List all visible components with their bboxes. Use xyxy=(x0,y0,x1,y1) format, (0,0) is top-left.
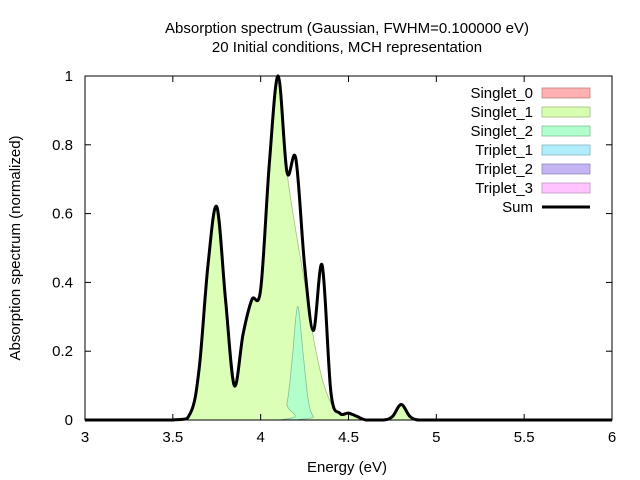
y-tick-label: 0.8 xyxy=(52,137,73,154)
chart-subtitle: 20 Initial conditions, MCH representatio… xyxy=(212,39,482,56)
y-tick-label: 0.2 xyxy=(52,343,73,360)
x-tick-label: 6 xyxy=(608,429,616,446)
legend-entry-sum: Sum xyxy=(502,199,590,216)
legend-swatch xyxy=(541,125,591,137)
y-axis-label: Absorption spectrum (normalized) xyxy=(7,135,24,360)
legend-entry-singlet-1: Singlet_1 xyxy=(470,104,591,121)
legend-entry-triplet-3: Triplet_3 xyxy=(475,180,591,197)
y-tick-label: 0.6 xyxy=(52,206,73,223)
legend: Singlet_0 Singlet_1 Singlet_2 Triplet_1 Trip… xyxy=(470,85,591,216)
legend-entry-triplet-1: Triplet_1 xyxy=(475,142,591,159)
legend-swatch xyxy=(541,163,591,175)
x-tick-label: 4.5 xyxy=(338,429,359,446)
legend-swatch xyxy=(541,87,591,99)
legend-label: Singlet_1 xyxy=(470,104,533,121)
x-tick-label: 3 xyxy=(81,429,89,446)
legend-entry-triplet-2: Triplet_2 xyxy=(475,161,591,178)
legend-label: Sum xyxy=(502,199,533,216)
series-line-sum xyxy=(84,74,612,422)
chart-title: Absorption spectrum (Gaussian, FWHM=0.10… xyxy=(165,20,529,37)
legend-swatch xyxy=(541,106,591,118)
y-tick-label: 0 xyxy=(65,412,73,429)
x-axis-label: Energy (eV) xyxy=(307,459,387,476)
x-tick-label: 5 xyxy=(432,429,440,446)
legend-entry-singlet-0: Singlet_0 xyxy=(470,85,591,102)
x-tick-label: 3.5 xyxy=(162,429,183,446)
y-tick-label: 1 xyxy=(65,68,73,85)
y-tick-label: 0.4 xyxy=(52,274,73,291)
legend-swatch xyxy=(541,182,591,194)
legend-label: Triplet_3 xyxy=(475,180,533,197)
series-area-singlet-2 xyxy=(84,306,612,421)
x-tick-label: 5.5 xyxy=(514,429,535,446)
legend-label: Triplet_2 xyxy=(475,161,533,178)
legend-label: Triplet_1 xyxy=(475,142,533,159)
legend-swatch xyxy=(541,144,591,156)
axes: 3 3.5 4 4.5 5 5.5 6 0 0.2 0.4 0.6 0.8 1 xyxy=(52,68,616,446)
legend-label: Singlet_2 xyxy=(470,123,533,140)
x-tick-label: 4 xyxy=(256,429,264,446)
legend-label: Singlet_0 xyxy=(470,85,533,102)
legend-entry-singlet-2: Singlet_2 xyxy=(470,123,591,140)
